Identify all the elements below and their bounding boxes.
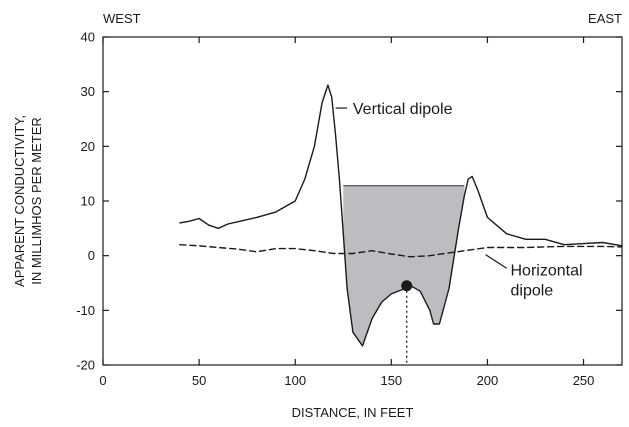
marker-layer	[401, 280, 412, 365]
x-tick-label: 0	[99, 373, 106, 388]
x-tick-label: 200	[477, 373, 499, 388]
y-axis-title-line: IN MILLIMHOS PER METER	[29, 117, 44, 285]
y-axis-title-line: APPARENT CONDUCTIVITY,	[12, 115, 27, 287]
y-tick-label: 20	[81, 139, 95, 154]
horizontal-dipole-label-line: dipole	[511, 282, 554, 299]
y-tick-label: -10	[76, 303, 95, 318]
vertical-dipole-label: Vertical dipole	[353, 101, 453, 118]
x-tick-label: 50	[192, 373, 206, 388]
x-tick-label: 150	[380, 373, 402, 388]
shaded-region-layer	[343, 186, 464, 346]
y-tick-label: 40	[81, 30, 95, 45]
horizontal-dipole-leader	[486, 255, 507, 269]
y-tick-label: -20	[76, 358, 95, 373]
east-label: EAST	[588, 11, 622, 26]
horizontal-dipole-label-line: Horizontal	[511, 262, 583, 279]
x-tick-label: 250	[573, 373, 595, 388]
y-tick-label: 30	[81, 84, 95, 99]
y-tick-label: 0	[88, 248, 95, 263]
x-tick-label: 100	[284, 373, 306, 388]
marker-point	[401, 280, 412, 291]
y-tick-label: 10	[81, 194, 95, 209]
west-label: WEST	[103, 11, 141, 26]
shaded-region	[343, 186, 464, 346]
x-axis-title: DISTANCE, IN FEET	[292, 405, 414, 420]
